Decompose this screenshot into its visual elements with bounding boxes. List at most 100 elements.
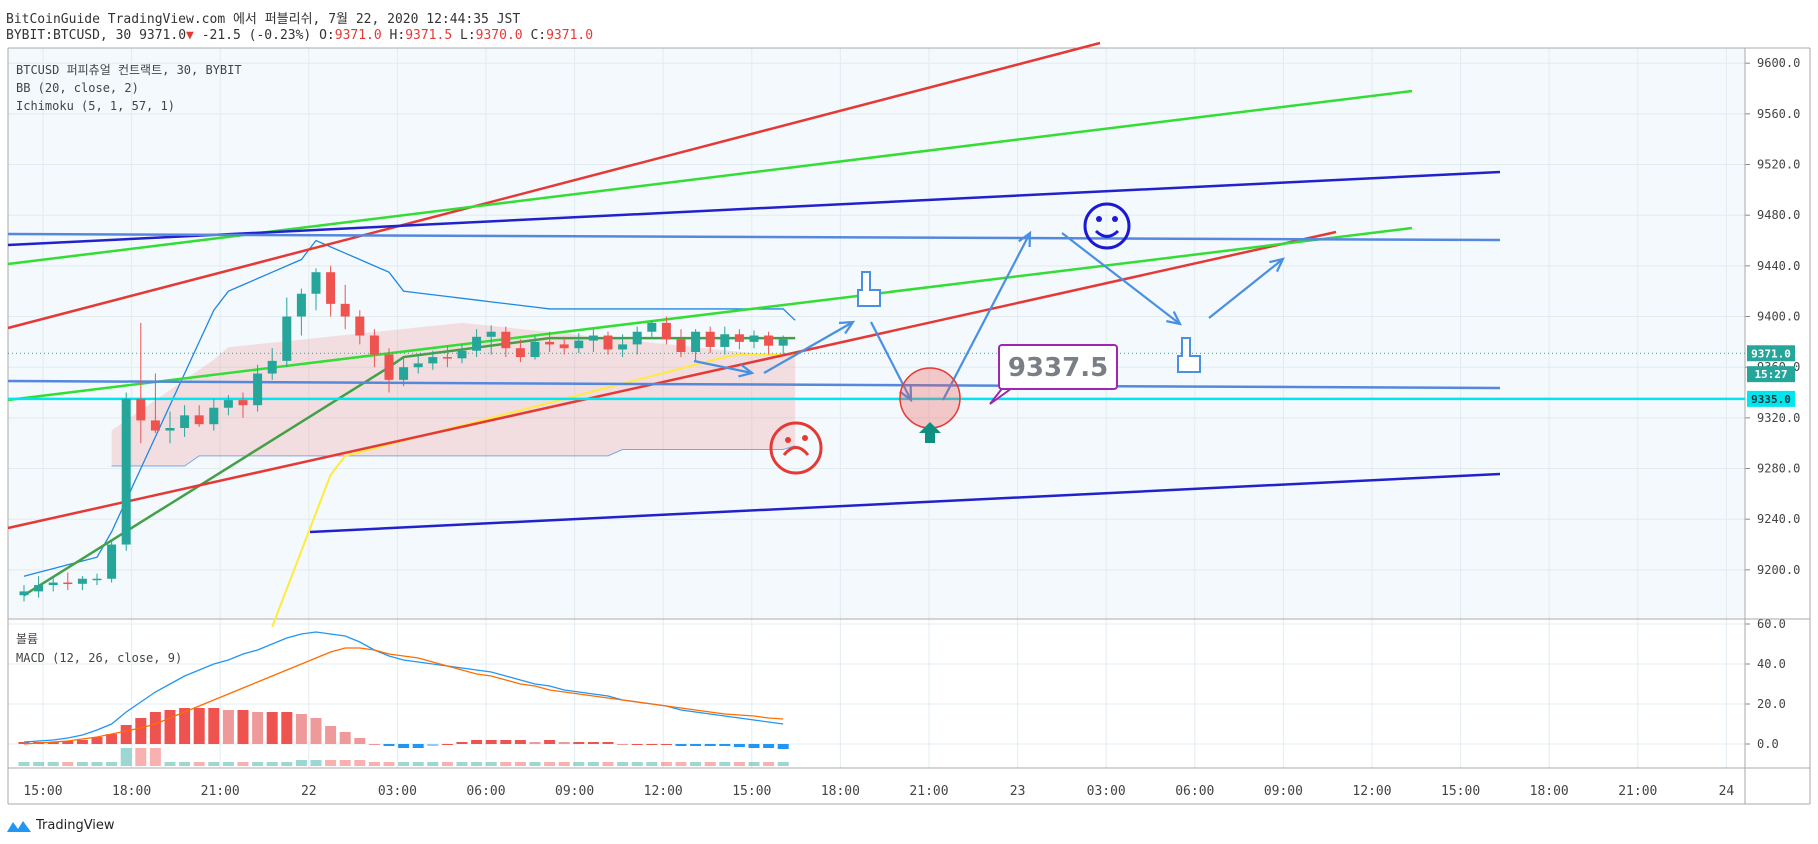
volume-bar: [179, 762, 191, 766]
candle-body: [267, 360, 277, 374]
macd-histogram-bar: [412, 744, 424, 748]
candle-body: [296, 293, 306, 317]
volume-bar: [354, 760, 366, 766]
macd-histogram-bar: [529, 742, 541, 744]
macd-histogram-bar: [281, 712, 293, 744]
macd-histogram-bar: [18, 742, 30, 744]
x-tick-label: 09:00: [1264, 784, 1303, 799]
bollinger-upper: [23, 239, 796, 577]
candle-body: [442, 357, 452, 359]
happy-face-outline: [1083, 202, 1131, 250]
low-label: L:: [460, 28, 476, 43]
candle-body: [355, 316, 365, 336]
candle-body: [486, 331, 496, 337]
low-value: 9370.0: [475, 28, 523, 43]
sad-face-eye: [802, 435, 808, 441]
volume-bar: [441, 762, 453, 766]
x-tick-label: 21:00: [201, 784, 240, 799]
volume-bar: [544, 762, 556, 766]
macd-histogram-bar: [733, 744, 745, 747]
x-tick-label: 15:00: [732, 784, 771, 799]
macd-histogram-bar: [76, 740, 88, 744]
volume-bar: [62, 762, 74, 766]
candle-body: [48, 582, 58, 586]
publish-info: BitCoinGuide TradingView.com 에서 퍼블리쉬, 7월…: [6, 12, 521, 27]
macd-histogram-bar: [135, 718, 147, 744]
x-tick-label: 18:00: [821, 784, 860, 799]
macd-histogram-bar: [47, 742, 59, 744]
macd-histogram-bar: [690, 744, 702, 746]
macd-histogram-bar: [631, 744, 643, 745]
candle-body: [311, 272, 321, 294]
macd-histogram-bar: [456, 742, 468, 744]
x-tick-label: 24: [1719, 784, 1735, 799]
candle-body: [399, 367, 409, 380]
price-axis-label-bg: [1747, 345, 1795, 362]
x-tick-label: 06:00: [466, 784, 505, 799]
tradingview-logo[interactable]: TradingView: [6, 818, 115, 833]
macd-histogram-bar: [646, 744, 658, 745]
volume-bar: [485, 762, 497, 766]
candle-body: [92, 578, 102, 581]
candle-body: [603, 335, 613, 350]
y-tick-label: 9440.0: [1757, 259, 1800, 273]
y-tick-label: 9600.0: [1757, 56, 1800, 70]
y-tick-label: 9320.0: [1757, 411, 1800, 425]
forecast-arrow-1-head: [738, 363, 755, 378]
macd-histogram-bar: [266, 712, 278, 744]
macd-histogram-bar: [763, 744, 775, 748]
macd-histogram-bar: [295, 714, 307, 744]
candle-body: [136, 398, 146, 421]
sad-face-icon: [769, 421, 823, 475]
macd-signal-line: [23, 647, 784, 745]
candle-body: [778, 339, 788, 346]
macd-histogram-bar: [719, 744, 731, 746]
macd-histogram-bar: [748, 744, 760, 748]
volume-bar: [164, 762, 176, 766]
macd-histogram-bar: [91, 737, 103, 744]
volume-bar: [558, 762, 570, 766]
volume-bar: [193, 762, 205, 766]
candle-body: [501, 331, 511, 349]
steel-resistance-line: [7, 232, 1501, 242]
macd-histogram-bar: [398, 744, 410, 748]
high-label: H:: [389, 28, 406, 43]
candle-body: [632, 331, 642, 345]
volume-bar: [222, 762, 234, 766]
volume-bar: [266, 762, 278, 766]
macd-histogram-bar: [471, 740, 483, 744]
open-value: 9371.0: [334, 28, 382, 43]
x-tick-label: 23: [1010, 784, 1026, 799]
macd-histogram-bar: [617, 744, 629, 745]
forecast-arrow-5: [1061, 232, 1181, 325]
candle-body: [530, 341, 540, 358]
candle-body: [457, 350, 467, 359]
macd-histogram-bar: [660, 744, 672, 745]
close-label: C:: [530, 28, 547, 43]
ohlc-bar: BYBIT:BTCUSD, 30 9371.0▼ -21.5 (-0.23%) …: [6, 28, 593, 43]
macd-histogram-bar: [573, 742, 585, 744]
pointing-hand-icon: [857, 271, 881, 307]
volume-bar: [208, 762, 220, 766]
forecast-arrow-2: [763, 321, 854, 374]
macd-histogram-bar: [544, 740, 556, 744]
x-tick-label: 21:00: [909, 784, 948, 799]
volume-bar: [514, 762, 526, 766]
volume-bar: [295, 760, 307, 766]
y-tick-label: 9480.0: [1757, 208, 1800, 222]
price-callout-tail: [989, 385, 1013, 405]
forecast-arrow-6: [1208, 258, 1284, 319]
macd-histogram-bar: [325, 726, 337, 744]
volume-bar: [135, 748, 147, 766]
x-tick-label: 18:00: [1530, 784, 1569, 799]
x-tick-label: 03:00: [378, 784, 417, 799]
volume-bar: [573, 762, 585, 766]
x-tick-label: 12:00: [1352, 784, 1391, 799]
x-tick-label: 15:00: [1441, 784, 1480, 799]
volume-bar: [777, 762, 789, 766]
x-tick-label: 15:00: [23, 784, 62, 799]
candle-body: [574, 340, 584, 349]
macd-histogram-bar: [558, 742, 570, 744]
forecast-arrow-6-head: [1269, 257, 1285, 273]
